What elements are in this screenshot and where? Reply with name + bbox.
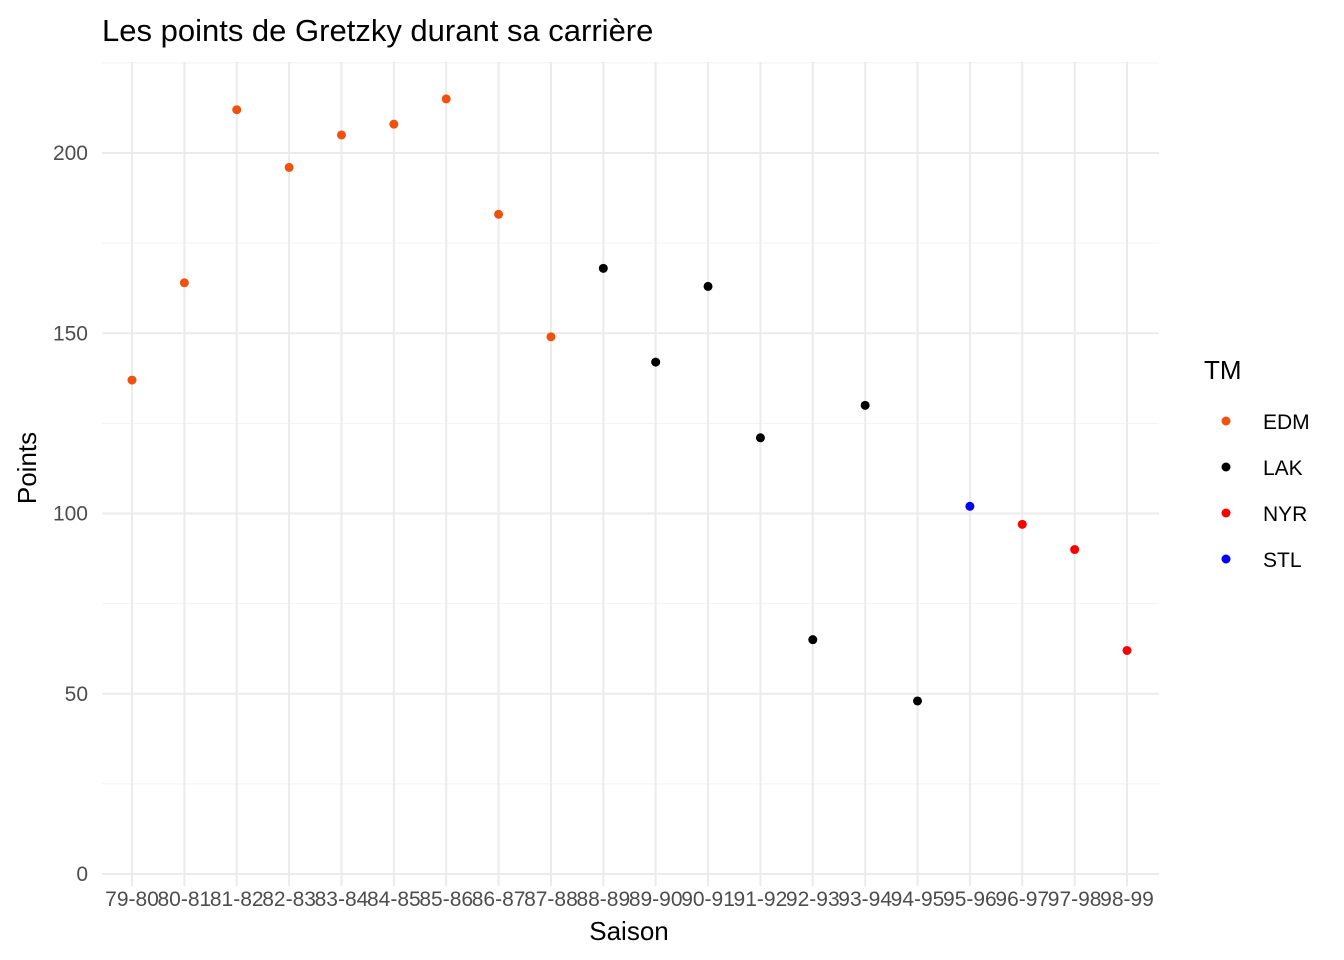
- x-tick-label: 95-96: [943, 888, 997, 911]
- data-point: [546, 332, 556, 342]
- legend-label: LAK: [1263, 457, 1303, 480]
- x-tick-label: 97-98: [1048, 888, 1102, 911]
- data-point: [127, 375, 137, 385]
- y-axis-title: Points: [12, 432, 42, 504]
- x-axis-title: Saison: [589, 916, 669, 946]
- data-points: [127, 94, 1132, 706]
- legend-label: STL: [1263, 549, 1302, 572]
- x-tick-label: 94-95: [891, 888, 945, 911]
- x-tick-label: 85-86: [419, 888, 473, 911]
- x-tick-label: 86-87: [472, 888, 526, 911]
- legend: TM EDM LAK NYR STL: [1204, 355, 1310, 572]
- x-tick-label: 79-80: [105, 888, 159, 911]
- legend-key: [1221, 508, 1231, 518]
- data-point: [808, 635, 818, 645]
- x-tick-label: 93-94: [838, 888, 892, 911]
- x-tick-label: 87-88: [524, 888, 578, 911]
- data-point: [703, 281, 713, 291]
- data-point: [441, 94, 451, 104]
- x-tick-label: 92-93: [786, 888, 840, 911]
- x-tick-label: 98-99: [1100, 888, 1154, 911]
- x-tick-label: 90-91: [681, 888, 735, 911]
- data-point: [1122, 645, 1132, 655]
- x-tick-label: 84-85: [367, 888, 421, 911]
- x-tick-label: 88-89: [576, 888, 630, 911]
- x-tick-label: 89-90: [629, 888, 683, 911]
- y-tick-label: 200: [53, 142, 88, 165]
- data-point: [860, 400, 870, 410]
- x-axis-ticks: 79-8080-8181-8282-8383-8484-8585-8686-87…: [105, 888, 1154, 911]
- x-tick-label: 96-97: [995, 888, 1049, 911]
- x-tick-label: 82-83: [262, 888, 316, 911]
- y-tick-label: 0: [76, 863, 88, 886]
- x-tick-label: 91-92: [734, 888, 788, 911]
- data-point: [494, 209, 504, 219]
- data-point: [389, 119, 399, 129]
- y-tick-label: 150: [53, 322, 88, 345]
- legend-key: [1221, 554, 1231, 564]
- legend-title: TM: [1204, 355, 1242, 385]
- y-tick-label: 100: [53, 503, 88, 526]
- legend-key: [1221, 416, 1231, 426]
- legend-key: [1221, 462, 1231, 472]
- data-point: [755, 433, 765, 443]
- chart-title: Les points de Gretzky durant sa carrière: [102, 13, 653, 48]
- x-tick-label: 83-84: [315, 888, 369, 911]
- x-tick-label: 81-82: [210, 888, 264, 911]
- legend-label: NYR: [1263, 503, 1307, 526]
- y-tick-label: 50: [65, 683, 88, 706]
- data-point: [1017, 519, 1027, 529]
- data-point: [232, 105, 242, 115]
- grid: [102, 62, 1159, 886]
- data-point: [1070, 545, 1080, 555]
- data-point: [284, 162, 294, 172]
- data-point: [913, 696, 923, 706]
- data-point: [179, 278, 189, 288]
- legend-label: EDM: [1263, 411, 1310, 434]
- data-point: [598, 263, 608, 273]
- data-point: [336, 130, 346, 140]
- y-axis-ticks: 0 50 100 150 200: [53, 142, 88, 886]
- x-tick-label: 80-81: [158, 888, 212, 911]
- data-point: [965, 501, 975, 511]
- data-point: [651, 357, 661, 367]
